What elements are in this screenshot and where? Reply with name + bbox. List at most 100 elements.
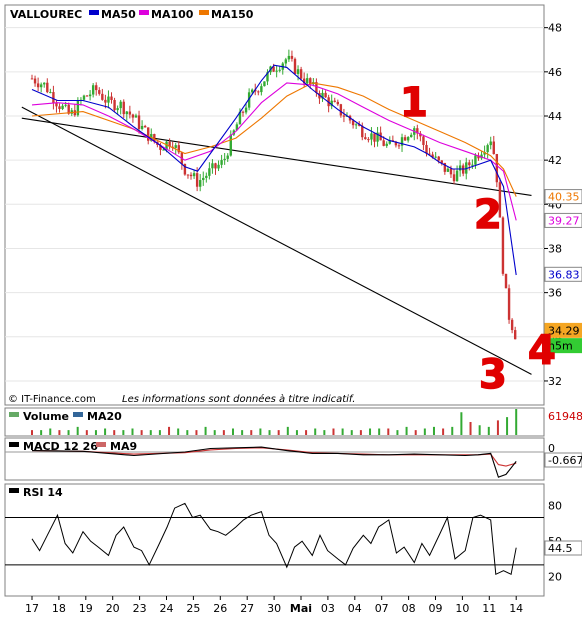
candle-body [192, 173, 196, 177]
candle-body [247, 92, 251, 108]
volume-bar [277, 430, 280, 435]
volume-bar [378, 428, 381, 435]
volume-bar [231, 428, 234, 435]
legend-ma100: MA100 [151, 8, 194, 21]
candle-body [504, 273, 508, 289]
candle-body [425, 144, 428, 154]
candle-body [354, 124, 358, 126]
candle-body [370, 133, 373, 140]
volume-bar [49, 428, 52, 435]
candle-body [263, 81, 266, 87]
rsi-y-tick-label: 80 [548, 500, 562, 513]
candle-body [91, 85, 95, 95]
candle-body [333, 100, 336, 102]
candle-body [419, 133, 422, 137]
candle-body [513, 330, 517, 340]
rsi-value-box [544, 540, 582, 556]
candle-body [183, 163, 187, 175]
candle-body [95, 85, 98, 91]
x-tick-label: 14 [509, 602, 523, 615]
x-tick-label: 17 [25, 602, 39, 615]
x-tick-label: 23 [133, 602, 147, 615]
candle-body [229, 134, 232, 156]
volume-bar [213, 430, 216, 435]
candle-body [394, 141, 398, 146]
candle-body [162, 149, 165, 151]
x-tick-label: Mai [290, 602, 312, 615]
candle-body [195, 173, 199, 187]
x-tick-label: 08 [402, 602, 416, 615]
candle-body [321, 92, 324, 99]
ma150-line [31, 82, 517, 197]
candle-body [113, 99, 116, 111]
candle-body [400, 137, 404, 146]
candle-body [446, 168, 450, 172]
x-tick-label: 11 [482, 602, 496, 615]
x-tick-label: 24 [160, 602, 174, 615]
volume-bar [414, 430, 417, 435]
candle-body [137, 115, 141, 129]
candle-body [315, 82, 318, 93]
candle-body [46, 82, 49, 93]
candle-body [238, 111, 242, 125]
ma100-line [31, 82, 517, 221]
legend-swatch-ma150 [199, 10, 209, 15]
volume-bar [250, 430, 253, 435]
volume-bar [113, 430, 116, 435]
volume-bar [31, 430, 33, 435]
volume-bar [104, 428, 107, 435]
price-label: 36.83 [548, 268, 580, 281]
main-grid [5, 27, 544, 382]
candle-body [406, 137, 410, 141]
volume-bar [241, 430, 244, 435]
candle-body [336, 101, 340, 105]
volume-bar [506, 417, 509, 435]
legend-swatch-ma100 [139, 10, 149, 15]
candle-body [437, 156, 440, 161]
candle-body [367, 139, 370, 141]
macd-line [31, 446, 517, 478]
candle-body [43, 82, 46, 85]
candle-body [403, 137, 407, 141]
price-label-box [544, 322, 582, 338]
volume-bar [359, 430, 362, 435]
candle-body [385, 143, 388, 146]
candle-body [67, 104, 70, 114]
x-tick-label: 09 [429, 602, 443, 615]
candle-body [376, 132, 379, 142]
rsi-series-line [31, 502, 517, 576]
candle-body [55, 103, 58, 107]
macd-label: MACD 12 26 [23, 440, 98, 453]
candle-body [468, 162, 471, 166]
volume-bar [177, 428, 180, 435]
candle-body [217, 164, 220, 169]
legend-swatch-rsi [9, 488, 19, 493]
candle-body [260, 86, 263, 93]
candle-body [452, 174, 456, 182]
macd-lines [5, 446, 544, 478]
candle-body [275, 70, 278, 72]
candle-body [373, 133, 376, 142]
legend-swatch-ma9 [96, 442, 106, 447]
candle-body [33, 78, 37, 84]
candle-body [290, 55, 294, 59]
candle-body [235, 124, 239, 131]
main-series [21, 49, 532, 375]
candle-body [143, 125, 147, 128]
candle-body [165, 141, 168, 150]
candle-body [309, 78, 312, 85]
candle-body [351, 120, 355, 126]
candle-body [422, 136, 425, 145]
main-y-tick-label: 36 [548, 287, 562, 300]
macd-panel [4, 437, 545, 481]
x-tick-label: 25 [186, 602, 200, 615]
candle-body [205, 175, 208, 178]
candle-body [510, 319, 514, 331]
volume-bar [67, 430, 70, 435]
volume-bar [442, 428, 445, 435]
price-label: 40.35 [548, 191, 580, 204]
candle-body [36, 83, 40, 88]
candle-body [82, 95, 86, 100]
candle-body [198, 180, 202, 187]
candle-body [339, 104, 343, 116]
